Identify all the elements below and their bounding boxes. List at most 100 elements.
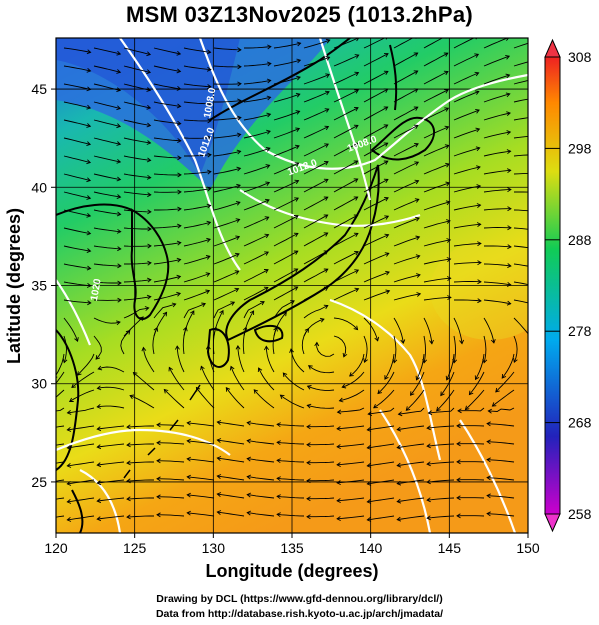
- streamline: [97, 386, 125, 391]
- streamline: [393, 293, 421, 301]
- streamline-arrowhead: [325, 56, 331, 61]
- streamline: [183, 272, 210, 283]
- streamline-arrowhead: [536, 58, 540, 62]
- streamline: [253, 389, 275, 409]
- streamline: [97, 443, 125, 448]
- streamline-arrowhead: [253, 389, 259, 394]
- streamline-arrowhead: [212, 326, 218, 332]
- streamline: [56, 425, 65, 428]
- streamline-arrowhead: [294, 162, 300, 167]
- streamline-arrowhead: [474, 71, 480, 77]
- streamline-arrowhead: [436, 406, 441, 412]
- streamline-arrowhead: [153, 326, 159, 332]
- streamline: [153, 259, 181, 265]
- streamline-arrowhead: [307, 365, 313, 370]
- streamline: [303, 232, 328, 247]
- streamline-arrowhead: [37, 427, 41, 431]
- streamline: [153, 225, 181, 229]
- streamline-arrowhead: [96, 516, 102, 522]
- streamline: [273, 268, 298, 283]
- streamline-arrowhead: [507, 244, 512, 250]
- streamline-arrowhead: [264, 198, 270, 204]
- hokkaido: [370, 116, 435, 161]
- streamline: [63, 263, 91, 269]
- streamline: [277, 513, 305, 517]
- streamline-arrowhead: [266, 112, 272, 118]
- streamline-arrowhead: [144, 306, 150, 311]
- streamline: [307, 385, 335, 391]
- streamline: [126, 515, 154, 518]
- streamline-arrowhead: [141, 346, 147, 352]
- streamline: [303, 56, 330, 67]
- streamline: [373, 389, 395, 409]
- streamline: [123, 209, 151, 213]
- streamline-arrowhead: [491, 402, 497, 407]
- streamline-arrowhead: [237, 47, 242, 53]
- streamline-arrowhead: [176, 274, 182, 280]
- streamline: [316, 342, 335, 357]
- streamline: [126, 497, 154, 500]
- streamline-arrowhead: [116, 105, 122, 111]
- streamline: [67, 515, 95, 521]
- colorbar-tick-label: 258: [568, 506, 592, 522]
- streamline-arrowhead: [306, 496, 311, 502]
- streamline: [213, 184, 241, 193]
- streamline: [423, 317, 433, 344]
- streamline: [513, 299, 528, 304]
- streamline: [63, 65, 91, 72]
- streamline: [153, 65, 181, 72]
- streamline: [483, 169, 511, 175]
- streamline-arrowhead: [168, 366, 173, 372]
- streamline-arrowhead: [476, 222, 482, 227]
- streamline: [303, 126, 329, 139]
- streamline: [303, 179, 329, 193]
- streamline: [337, 479, 365, 484]
- streamline: [126, 479, 154, 482]
- streamline: [453, 335, 456, 363]
- streamline: [363, 215, 389, 229]
- streamline: [123, 316, 144, 337]
- streamline: [423, 182, 450, 193]
- streamline-arrowhead: [405, 406, 411, 411]
- streamline: [243, 199, 270, 211]
- streamline: [513, 117, 528, 121]
- streamline: [56, 407, 65, 412]
- streamline: [367, 425, 395, 431]
- streamline-arrowhead: [384, 375, 389, 380]
- streamline: [63, 191, 91, 199]
- streamline: [243, 96, 271, 103]
- streamline-arrowhead: [353, 214, 359, 219]
- streamline-arrowhead: [96, 498, 102, 504]
- streamline: [126, 461, 154, 464]
- streamline-arrowhead: [205, 255, 211, 260]
- streamline: [277, 423, 305, 427]
- streamline: [423, 89, 449, 103]
- y-tick-label: 30: [31, 376, 47, 392]
- streamline: [363, 160, 389, 175]
- streamline-arrowhead: [354, 269, 360, 274]
- streamline-arrowhead: [47, 389, 51, 393]
- streamline-arrowhead: [216, 492, 222, 497]
- streamline: [243, 182, 270, 193]
- streamline: [213, 218, 240, 229]
- streamline: [363, 88, 388, 103]
- streamline-arrowhead: [537, 284, 541, 288]
- streamline-arrowhead: [282, 311, 287, 317]
- streamline: [163, 389, 185, 409]
- streamline-arrowhead: [397, 411, 403, 417]
- streamline: [307, 515, 335, 518]
- streamline-arrowhead: [296, 58, 302, 64]
- streamline: [123, 83, 151, 91]
- streamline-arrowhead: [219, 309, 224, 315]
- colorbar-gradient: [544, 56, 561, 515]
- streamline: [393, 106, 419, 121]
- streamline-arrowhead: [414, 161, 420, 166]
- streamline: [67, 443, 95, 449]
- streamline: [277, 495, 305, 499]
- streamline-arrowhead: [266, 78, 272, 84]
- y-axis-ticks: 25 30 35 40 45: [31, 81, 56, 490]
- streamline: [337, 461, 365, 466]
- streamline: [423, 277, 451, 283]
- streamline-arrowhead: [116, 50, 122, 56]
- streamline: [153, 292, 181, 301]
